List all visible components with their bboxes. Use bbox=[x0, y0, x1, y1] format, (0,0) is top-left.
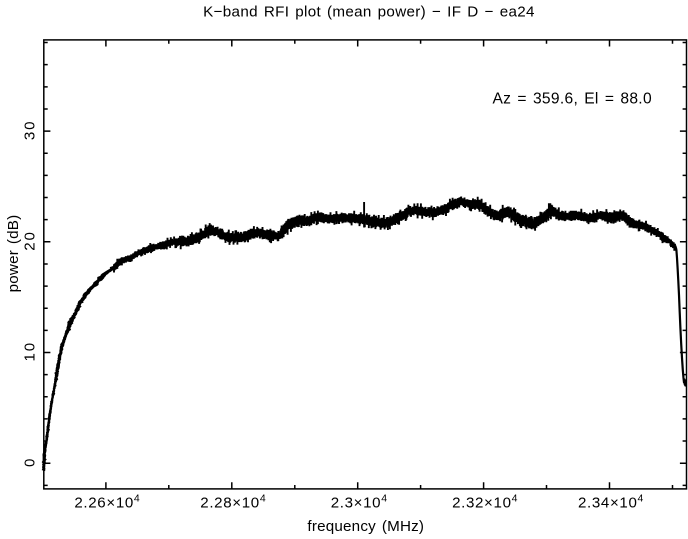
svg-text:2.34×104: 2.34×104 bbox=[578, 493, 644, 512]
svg-text:K−band RFI plot (mean power) −: K−band RFI plot (mean power) − IF D − ea… bbox=[203, 4, 535, 21]
svg-text:30: 30 bbox=[21, 120, 38, 141]
svg-text:frequency (MHz): frequency (MHz) bbox=[307, 518, 424, 535]
svg-text:Az = 359.6, El = 88.0: Az = 359.6, El = 88.0 bbox=[492, 90, 651, 107]
svg-text:20: 20 bbox=[21, 230, 38, 251]
svg-text:10: 10 bbox=[21, 341, 38, 362]
svg-text:2.32×104: 2.32×104 bbox=[452, 493, 518, 512]
svg-text:0: 0 bbox=[21, 457, 38, 467]
svg-text:power (dB): power (dB) bbox=[5, 215, 22, 293]
svg-text:2.26×104: 2.26×104 bbox=[74, 493, 140, 512]
svg-text:2.3×104: 2.3×104 bbox=[331, 493, 388, 512]
svg-text:2.28×104: 2.28×104 bbox=[200, 493, 266, 512]
